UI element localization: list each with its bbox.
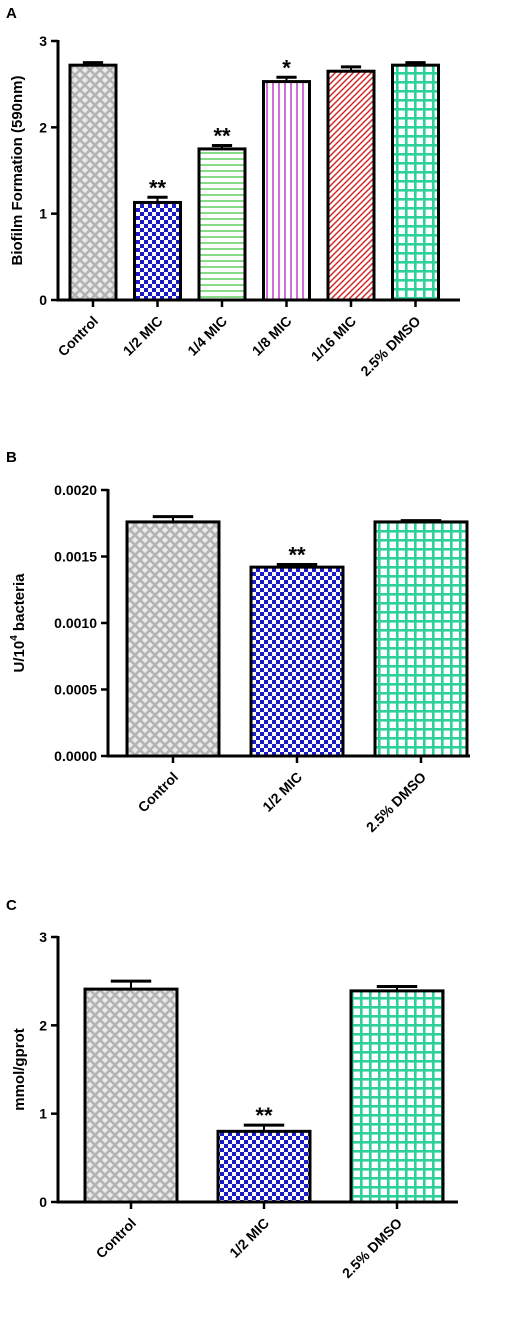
y-axis-label: mmol/gprot bbox=[11, 1028, 28, 1111]
x-tick-label: 1/16 MIC bbox=[308, 313, 359, 364]
y-tick-label: 1 bbox=[39, 1106, 47, 1122]
x-tick-label: Control bbox=[55, 313, 102, 360]
panel-label: B bbox=[6, 449, 17, 466]
y-tick-label: 3 bbox=[39, 33, 47, 49]
y-tick-label: 0.0020 bbox=[54, 482, 97, 498]
y-tick-label: 0.0010 bbox=[54, 615, 97, 631]
y-tick-label: 2 bbox=[39, 119, 47, 135]
x-tick-label: 2.5% DMSO bbox=[339, 1215, 405, 1281]
significance-marker: ** bbox=[255, 1103, 273, 1128]
y-tick-label: 0.0015 bbox=[54, 549, 97, 565]
enzyme-activity-chart: B U/104 bacteria Control ** 1/2 MIC 2.5% DMSO… bbox=[6, 449, 470, 835]
bar bbox=[249, 565, 345, 758]
panel-label: A bbox=[6, 5, 17, 22]
bar bbox=[326, 69, 376, 302]
bar bbox=[83, 987, 179, 1204]
x-tick-label: 1/2 MIC bbox=[120, 313, 166, 359]
bar bbox=[216, 1129, 312, 1204]
y-tick-label: 0.0000 bbox=[54, 748, 97, 764]
x-tick-label: 2.5% DMSO bbox=[363, 769, 429, 835]
biofilm-chart: A Biofilm Formation (590nm) Control ** 1/2 M… bbox=[6, 5, 460, 379]
y-axis-label: Biofilm Formation (590nm) bbox=[9, 75, 26, 265]
x-tick-label: 1/2 MIC bbox=[259, 769, 305, 815]
significance-marker: ** bbox=[149, 175, 167, 200]
x-tick-label: 1/2 MIC bbox=[226, 1215, 272, 1261]
y-tick-label: 0 bbox=[39, 292, 47, 308]
bar bbox=[262, 80, 311, 302]
x-tick-label: Control bbox=[93, 1215, 140, 1262]
significance-marker: * bbox=[282, 55, 291, 80]
y-tick-label: 3 bbox=[39, 929, 47, 945]
x-tick-label: Control bbox=[135, 769, 182, 816]
x-tick-label: 1/4 MIC bbox=[184, 313, 230, 359]
y-tick-label: 2 bbox=[39, 1017, 47, 1033]
bar bbox=[68, 63, 118, 302]
bar bbox=[349, 989, 445, 1204]
x-tick-label: 1/8 MIC bbox=[249, 313, 295, 359]
y-tick-label: 0 bbox=[39, 1194, 47, 1210]
y-axis-label: U/104 bacteria bbox=[9, 573, 28, 673]
bar bbox=[125, 520, 221, 758]
y-tick-label: 0.0005 bbox=[54, 682, 97, 698]
y-tick-label: 1 bbox=[39, 206, 47, 222]
panel-a: A Biofilm Formation (590nm) Control ** 1/2 M… bbox=[0, 0, 512, 440]
bar bbox=[133, 200, 182, 302]
bar bbox=[197, 147, 247, 302]
bar bbox=[373, 520, 469, 758]
panel-label: C bbox=[6, 897, 17, 914]
panel-b: B U/104 bacteria Control ** 1/2 MIC 2.5% DMSO… bbox=[0, 440, 512, 880]
bar bbox=[391, 63, 440, 302]
significance-marker: ** bbox=[288, 542, 306, 567]
significance-marker: ** bbox=[213, 123, 231, 148]
x-tick-label: 2.5% DMSO bbox=[357, 313, 423, 379]
